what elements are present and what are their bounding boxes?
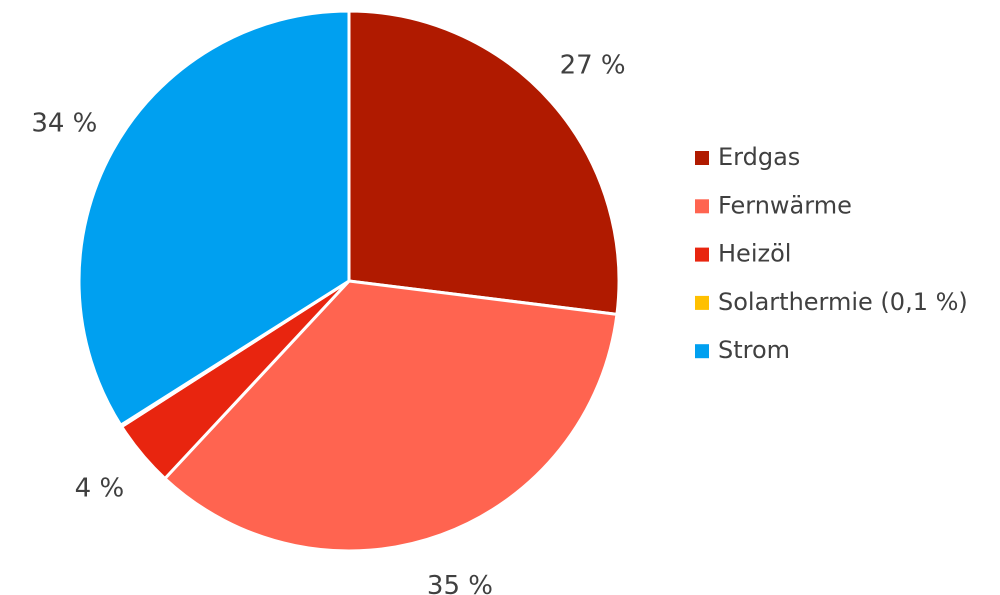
legend-swatch [695, 151, 709, 165]
data-label: 35 % [427, 571, 493, 595]
legend-swatch [695, 199, 709, 214]
legend-label: Strom [718, 336, 790, 364]
pie-slice [77, 9, 351, 427]
data-label: 27 % [560, 50, 626, 80]
pie-slice [163, 279, 619, 553]
legend-swatch [695, 344, 709, 359]
legend: Erdgas Fernwärme Heizöl Solarthermie (0,1 %… [695, 143, 968, 364]
legend-label: Fernwärme [718, 191, 852, 219]
data-label: 4 % [75, 474, 125, 504]
data-label: 34 % [31, 109, 97, 139]
legend-swatch [695, 247, 709, 262]
pie-slice [347, 9, 621, 316]
legend-label: Heizöl [718, 240, 791, 268]
legend-label: Erdgas [718, 143, 800, 171]
legend-label: Solarthermie (0,1 %) [718, 288, 968, 316]
legend-swatch [695, 295, 709, 310]
